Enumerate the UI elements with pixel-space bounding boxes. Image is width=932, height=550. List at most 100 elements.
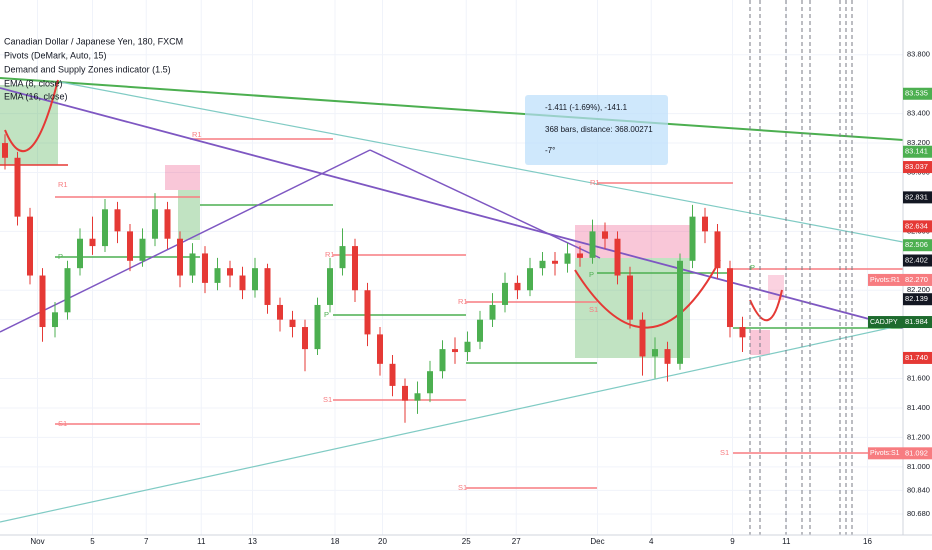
pivot-label: P [589, 270, 594, 279]
candle-body [714, 231, 721, 269]
candle-body [152, 209, 158, 239]
price-tag-name-bg [868, 447, 903, 460]
x-tick-label: 5 [90, 537, 95, 546]
x-tick-label: Nov [30, 537, 44, 546]
price-tag-label: 83.037 [905, 162, 928, 171]
time-markers [749, 0, 853, 535]
price-tag-label: 81.984 [905, 317, 928, 326]
y-tick-label: 83.800 [907, 50, 930, 59]
pivot-label: P [750, 263, 755, 272]
x-tick-label: 4 [649, 537, 654, 546]
price-tag [903, 87, 932, 100]
candle-body [227, 268, 233, 276]
candle-body [502, 282, 508, 305]
price-tag-name: CADJPY [870, 319, 898, 326]
x-tick-label: 25 [462, 537, 471, 546]
measure-text: -7° [545, 146, 555, 155]
x-tick-label: 13 [248, 537, 257, 546]
price-tag-name: Pivots:R1 [870, 277, 900, 284]
candle-body [477, 319, 483, 342]
candle-body [189, 253, 196, 276]
price-tag [903, 273, 932, 286]
pivot-label: R1 [192, 130, 202, 139]
price-tag-label: 82.506 [905, 240, 928, 249]
trend-line [0, 149, 371, 333]
price-tag-name-bg [868, 273, 903, 286]
candle-body [239, 275, 246, 291]
price-tag [903, 293, 932, 306]
price-tag-label: 82.139 [905, 294, 928, 303]
pivot-label: R1 [325, 250, 335, 259]
candle-body [77, 238, 83, 269]
candle-body [302, 327, 308, 350]
candle-body [89, 238, 96, 247]
candle-body [177, 238, 183, 276]
price-tag [903, 351, 932, 364]
x-tick-label: 27 [512, 537, 521, 546]
candle-body [164, 209, 171, 239]
price-tag [903, 316, 932, 329]
indicator-label: Demand and Supply Zones indicator (1.5) [4, 64, 171, 74]
annotations: R1 R1 R1 R1 R1 P P P S1 S1 S1 S1 S1 P [58, 130, 755, 492]
pivot-label: R1 [58, 180, 68, 189]
demand-zone [178, 190, 200, 240]
price-tag [903, 191, 932, 204]
candle-body [489, 304, 496, 320]
candle-body [564, 253, 571, 264]
price-tag [903, 145, 932, 158]
supply-zone [750, 330, 770, 355]
trend-line [0, 77, 904, 141]
trend-line [0, 324, 904, 523]
x-tick-label: 11 [197, 537, 206, 546]
price-tag-label: 82.831 [905, 192, 928, 201]
candle-body [139, 238, 146, 261]
price-tags: 83.535 83.141 83.037 82.831 82.634 82.506 82.4… [868, 87, 932, 460]
candle-body [677, 260, 683, 364]
trend-line [0, 87, 904, 329]
candle-body [602, 231, 608, 239]
y-tick-label: 81.000 [907, 462, 930, 471]
price-tag [903, 161, 932, 174]
y-tick-label: 83.200 [907, 138, 930, 147]
candle-body [52, 312, 58, 328]
x-tick-label: 11 [782, 537, 791, 546]
candle-body [414, 393, 421, 401]
candle-body [364, 290, 371, 335]
x-tick-label: 18 [331, 537, 340, 546]
price-tag-label: 82.634 [905, 221, 928, 230]
candle-body [202, 253, 208, 283]
candle-body [14, 157, 21, 217]
y-tick-label: 82.200 [907, 285, 930, 294]
price-tag-label: 83.141 [905, 147, 928, 156]
candle-body [652, 349, 658, 357]
demand-zone [0, 85, 58, 165]
candle-body [64, 268, 71, 313]
price-tag-name-bg [868, 316, 903, 329]
candle-body [727, 268, 733, 328]
pivot-label: S1 [323, 395, 332, 404]
candle-body [739, 327, 746, 338]
candle-body [114, 209, 121, 232]
candle-body [589, 231, 596, 258]
x-tick-label: 20 [378, 537, 387, 546]
candle-body [627, 275, 633, 320]
y-tick-label: 81.200 [907, 432, 930, 441]
legend: Canadian Dollar / Japanese Yen, 180, FXC… [4, 36, 183, 101]
candle-body [527, 268, 533, 291]
measure-text: 368 bars, distance: 368.00271 [545, 125, 653, 134]
candle-body [277, 304, 283, 320]
measure-bg [525, 95, 668, 165]
price-tag-label: 83.535 [905, 89, 928, 98]
price-tag [903, 239, 932, 252]
pivot-label: S1 [589, 305, 598, 314]
supply-zone [165, 165, 200, 190]
candle-body [339, 246, 346, 269]
price-tag-name: Pivots:S1 [870, 450, 900, 457]
price-tag-label: 82.270 [905, 275, 928, 284]
measure-box: -1.411 (-1.69%), -141.1 368 bars, distan… [525, 95, 668, 165]
candle-body [464, 341, 471, 353]
pivot-label: R1 [590, 178, 600, 187]
candle-body [27, 216, 33, 276]
x-tick-label: 16 [863, 537, 872, 546]
